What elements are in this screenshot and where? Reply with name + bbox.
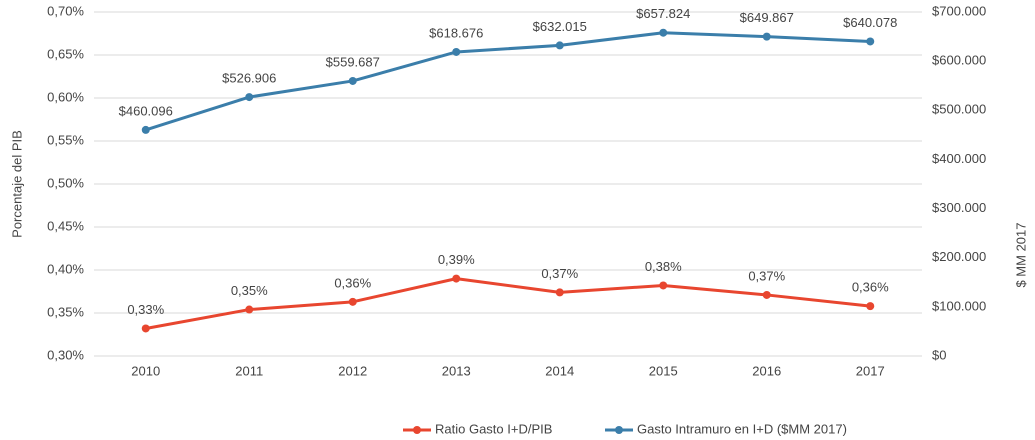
- y2-tick-label: $100.000: [932, 298, 986, 313]
- x-tick-label: 2016: [752, 363, 781, 378]
- y-tick-label: 0,70%: [47, 3, 84, 18]
- y-tick-label: 0,40%: [47, 261, 84, 276]
- data-label: 0,36%: [852, 280, 889, 295]
- y2-tick-label: $0: [932, 347, 946, 362]
- data-label: $559.687: [326, 54, 380, 69]
- y-tick-label: 0,60%: [47, 89, 84, 104]
- legend-label: Gasto Intramuro en I+D ($MM 2017): [637, 421, 847, 436]
- y-tick-label: 0,50%: [47, 175, 84, 190]
- y2-tick-label: $700.000: [932, 3, 986, 18]
- data-label: 0,37%: [748, 268, 785, 283]
- y-tick-label: 0,30%: [47, 347, 84, 362]
- y-tick-label: 0,45%: [47, 218, 84, 233]
- data-point: [452, 274, 461, 283]
- series-line: [145, 31, 871, 132]
- data-point: [245, 93, 254, 102]
- y2-tick-label: $600.000: [932, 53, 986, 68]
- y2-tick-label: $300.000: [932, 200, 986, 215]
- data-point: [141, 125, 150, 134]
- data-point: [866, 302, 875, 311]
- series-line: [145, 277, 871, 330]
- data-label: $657.824: [636, 6, 690, 21]
- data-label: 0,35%: [231, 283, 268, 298]
- data-point: [762, 290, 771, 299]
- y2-axis-title: $ MM 2017: [1013, 222, 1028, 287]
- data-label: 0,37%: [541, 266, 578, 281]
- x-tick-label: 2013: [442, 363, 471, 378]
- data-label: 0,36%: [334, 275, 371, 290]
- data-label: $460.096: [119, 103, 173, 118]
- legend-marker: [615, 426, 623, 434]
- y-tick-label: 0,65%: [47, 46, 84, 61]
- data-label: 0,33%: [127, 302, 164, 317]
- data-point: [659, 281, 668, 290]
- x-tick-label: 2010: [131, 363, 160, 378]
- data-label: $632.015: [533, 19, 587, 34]
- data-point: [348, 297, 357, 306]
- data-label: $618.676: [429, 25, 483, 40]
- data-label: $649.867: [740, 10, 794, 25]
- data-point: [555, 288, 564, 297]
- x-tick-label: 2012: [338, 363, 367, 378]
- data-point: [245, 305, 254, 314]
- y-tick-label: 0,35%: [47, 304, 84, 319]
- y-tick-label: 0,55%: [47, 132, 84, 147]
- x-tick-label: 2017: [856, 363, 885, 378]
- legend-marker: [413, 426, 421, 434]
- data-point: [866, 37, 875, 46]
- y2-tick-label: $400.000: [932, 151, 986, 166]
- data-point: [348, 76, 357, 85]
- y2-tick-label: $500.000: [932, 102, 986, 117]
- y-axis-title: Porcentaje del PIB: [9, 130, 24, 238]
- data-label: 0,38%: [645, 259, 682, 274]
- data-point: [452, 47, 461, 56]
- data-point: [555, 41, 564, 50]
- x-tick-label: 2014: [545, 363, 574, 378]
- legend-label: Ratio Gasto I+D/PIB: [435, 421, 552, 436]
- data-label: $640.078: [843, 15, 897, 30]
- data-point: [659, 28, 668, 37]
- data-label: 0,39%: [438, 252, 475, 267]
- x-tick-label: 2015: [649, 363, 678, 378]
- x-tick-label: 2011: [235, 363, 263, 378]
- data-label: $526.906: [222, 71, 276, 86]
- data-point: [141, 324, 150, 333]
- y2-tick-label: $200.000: [932, 249, 986, 264]
- data-point: [762, 32, 771, 41]
